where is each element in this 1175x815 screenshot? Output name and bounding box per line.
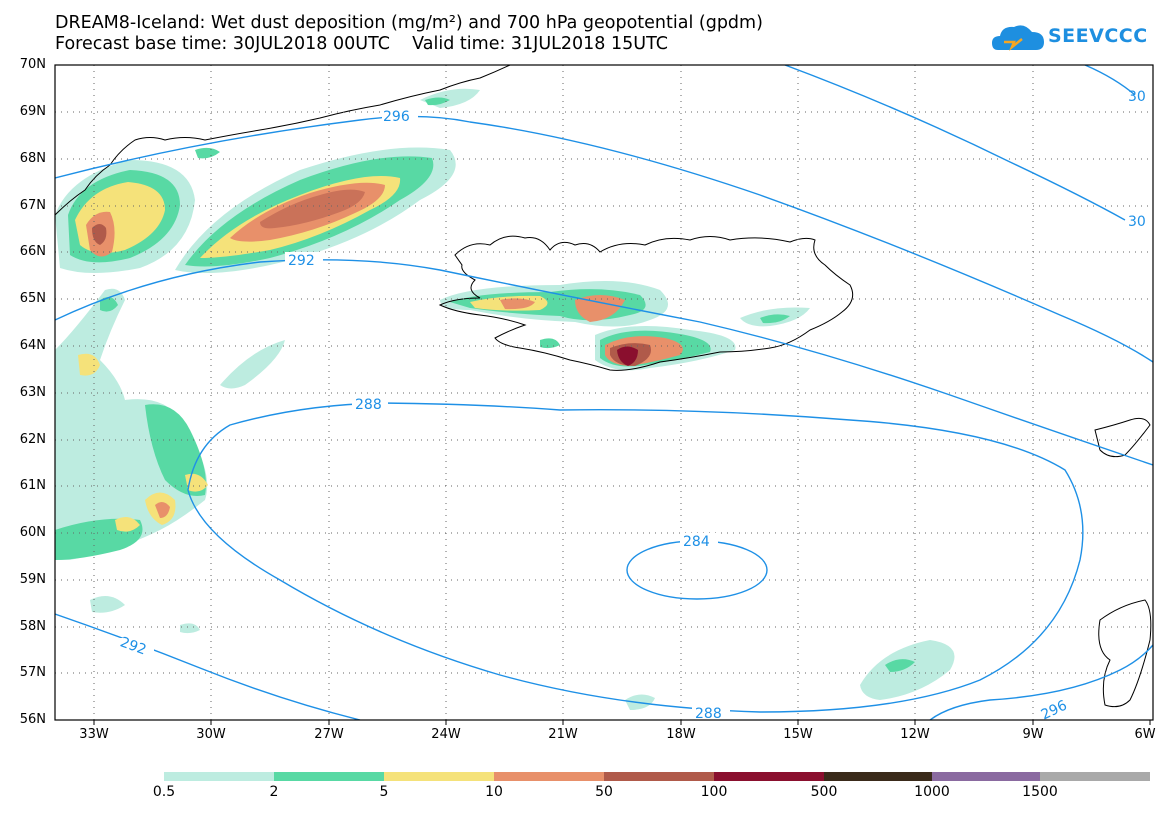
- contour-label: 30: [1128, 89, 1146, 105]
- colorbar-swatch: [932, 772, 1040, 781]
- lat-label: 63N: [19, 385, 46, 400]
- lat-label: 61N: [19, 478, 46, 493]
- colorbar-label: 1500: [1022, 784, 1058, 800]
- contour-label: 30: [1128, 214, 1146, 230]
- cloud-icon: [992, 25, 1044, 51]
- lat-label: 67N: [19, 198, 46, 213]
- contour-label: 284: [683, 534, 710, 550]
- graticule: [55, 65, 1153, 720]
- lat-label: 58N: [19, 619, 46, 634]
- lon-label: 15W: [783, 727, 813, 742]
- coastline-iceland: [438, 235, 854, 371]
- chart-title: DREAM8-Iceland: Wet dust deposition (mg/…: [55, 13, 763, 33]
- lat-label: 66N: [19, 244, 46, 259]
- contour-296-south: [929, 644, 1153, 720]
- contour-label: 292: [288, 253, 315, 269]
- lat-label: 62N: [19, 432, 46, 447]
- dust-field-plume-north: [175, 147, 456, 274]
- contour-label: 296: [383, 109, 410, 125]
- contour-label-group: 296 292 288 284 288 292 296 30 30: [118, 89, 1146, 722]
- chart-subtitle: Forecast base time: 30JUL2018 00UTC Vali…: [55, 34, 668, 54]
- contour-292-south: [55, 613, 361, 720]
- tick-marks: [93, 720, 1151, 725]
- lon-label: 27W: [314, 727, 344, 742]
- lon-label: 24W: [431, 727, 461, 742]
- colorbar-label: 100: [700, 784, 728, 800]
- colorbar-label: 1000: [914, 784, 950, 800]
- lon-label: 33W: [79, 727, 109, 742]
- colorbar-swatch: [164, 772, 274, 781]
- contour-288: [187, 402, 1084, 713]
- lat-label: 57N: [19, 665, 46, 680]
- contour-label: 292: [118, 634, 149, 658]
- lat-label: 65N: [19, 291, 46, 306]
- contour-296-north: [55, 115, 1153, 363]
- colorbar-swatch: [824, 772, 932, 781]
- colorbar-swatch: [604, 772, 714, 781]
- lon-label: 21W: [548, 727, 578, 742]
- geopotential-contours: [55, 65, 1153, 720]
- contour-292-north: [55, 259, 1153, 466]
- colorbar-swatch: [274, 772, 384, 781]
- lat-label: 69N: [19, 104, 46, 119]
- contour-300-b: [784, 65, 1126, 221]
- dust-field-greenland: [55, 160, 195, 273]
- lon-label: 12W: [900, 727, 930, 742]
- colorbar-label: 500: [810, 784, 838, 800]
- lat-label: 60N: [19, 525, 46, 540]
- lat-label: 56N: [19, 712, 46, 727]
- contour-label: 288: [355, 397, 382, 413]
- lon-label: 30W: [196, 727, 226, 742]
- lon-label: 18W: [666, 727, 696, 742]
- lat-label: 64N: [19, 338, 46, 353]
- colorbar-label: 5: [379, 784, 389, 800]
- colorbar-swatch: [1040, 772, 1150, 781]
- colorbar-label: 10: [485, 784, 503, 800]
- dust-field-southeast: [195, 88, 955, 710]
- colorbar-label: 0.5: [152, 784, 176, 800]
- colorbar-swatch: [384, 772, 494, 781]
- lon-label: 6W: [1134, 727, 1156, 742]
- dust-field-west-coast: [55, 288, 285, 634]
- coastline-greenland: [55, 65, 511, 216]
- colorbar-swatch: [494, 772, 604, 781]
- contour-300-a: [1084, 65, 1136, 96]
- colorbar-label: 50: [595, 784, 613, 800]
- map-frame: [54, 64, 1154, 721]
- lat-label: 59N: [19, 572, 46, 587]
- lat-label: 68N: [19, 151, 46, 166]
- coastline-scotland: [1094, 417, 1152, 708]
- colorbar-swatch: [714, 772, 824, 781]
- contour-label: 288: [695, 706, 722, 722]
- dust-field-iceland: [440, 281, 810, 371]
- logo-text: SEEVCCC: [1048, 25, 1148, 47]
- colorbar-label: 2: [269, 784, 279, 800]
- lat-label: 70N: [19, 57, 46, 72]
- lon-label: 9W: [1022, 727, 1044, 742]
